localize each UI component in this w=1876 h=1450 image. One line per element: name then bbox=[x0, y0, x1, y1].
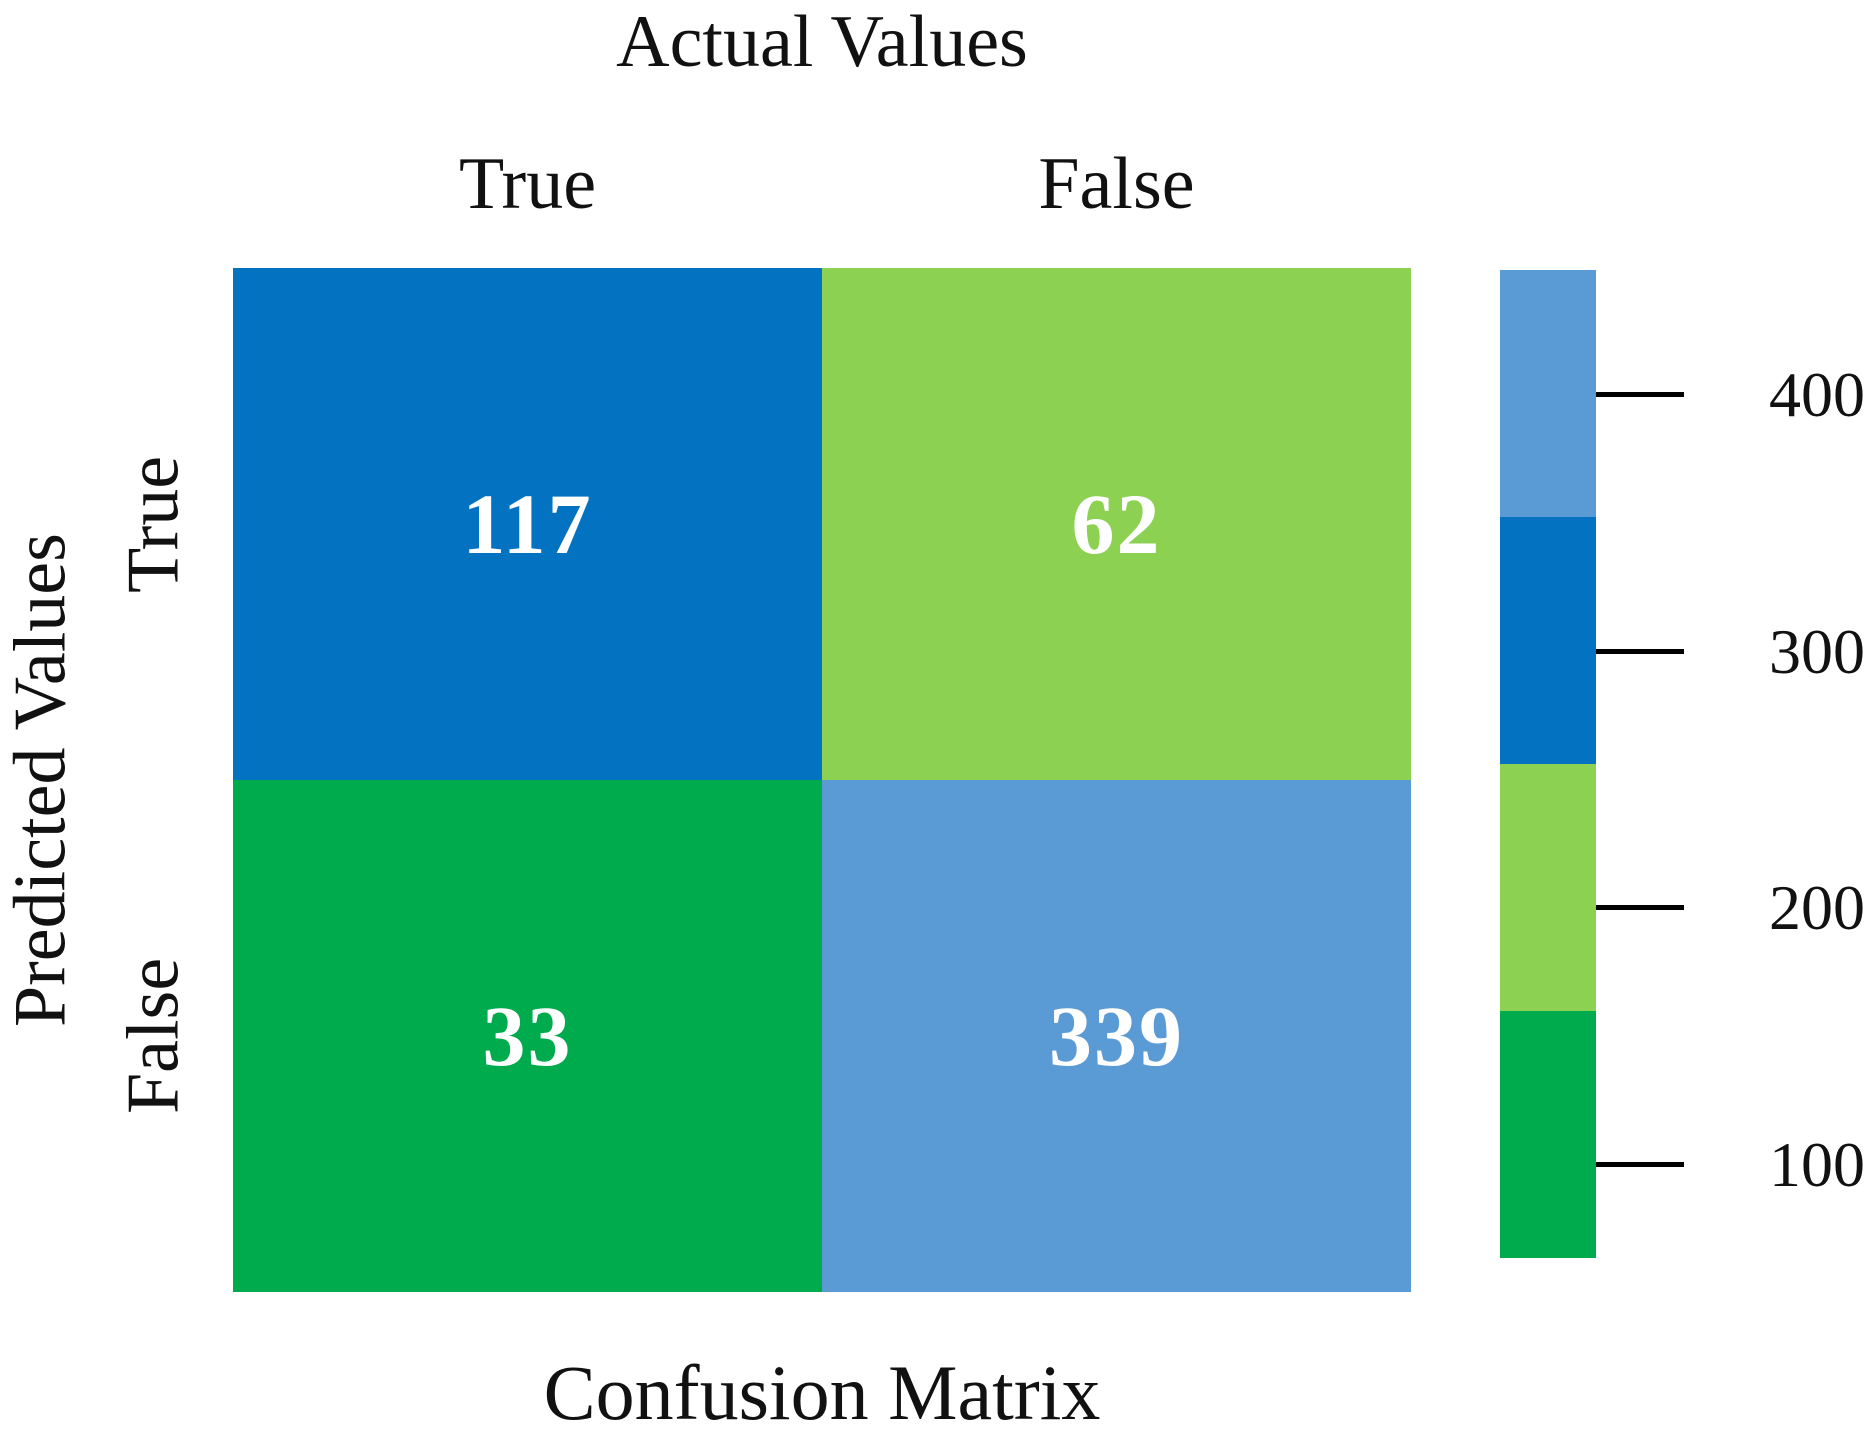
y-axis-title: Predicted Values bbox=[0, 533, 82, 1027]
colorbar-segment-light-green bbox=[1500, 764, 1596, 1011]
colorbar-tick-line-200 bbox=[1596, 905, 1684, 910]
cell-pred-false-actual-false: 339 bbox=[822, 780, 1411, 1292]
x-axis-title: Actual Values bbox=[616, 0, 1028, 83]
y-tick-label-false: False bbox=[112, 957, 195, 1115]
cell-value-true-false: 62 bbox=[1071, 476, 1162, 572]
heatmap-grid: 117 62 33 339 bbox=[233, 268, 1411, 1292]
colorbar-tick-line-400 bbox=[1596, 392, 1684, 397]
colorbar bbox=[1500, 270, 1596, 1258]
cell-pred-false-actual-true: 33 bbox=[233, 780, 822, 1292]
colorbar-tick-label-200: 200 bbox=[1769, 872, 1865, 943]
colorbar-tick-label-300: 300 bbox=[1769, 616, 1865, 687]
cell-value-true-true: 117 bbox=[462, 476, 593, 572]
x-tick-label-true: True bbox=[458, 142, 597, 225]
colorbar-segment-light-blue bbox=[1500, 270, 1596, 517]
chart-title: Confusion Matrix bbox=[543, 1349, 1101, 1436]
cell-value-false-false: 339 bbox=[1049, 988, 1184, 1084]
colorbar-tick-line-100 bbox=[1596, 1162, 1684, 1167]
colorbar-tick-line-300 bbox=[1596, 649, 1684, 654]
cell-value-false-true: 33 bbox=[482, 988, 573, 1084]
colorbar-tick-label-400: 400 bbox=[1769, 359, 1865, 430]
colorbar-segment-green bbox=[1500, 1011, 1596, 1258]
colorbar-segment-dark-blue bbox=[1500, 517, 1596, 764]
cell-pred-true-actual-true: 117 bbox=[233, 268, 822, 780]
x-tick-label-false: False bbox=[1038, 142, 1195, 225]
cell-pred-true-actual-false: 62 bbox=[822, 268, 1411, 780]
colorbar-tick-label-100: 100 bbox=[1769, 1129, 1865, 1200]
y-tick-label-true: True bbox=[112, 455, 195, 593]
